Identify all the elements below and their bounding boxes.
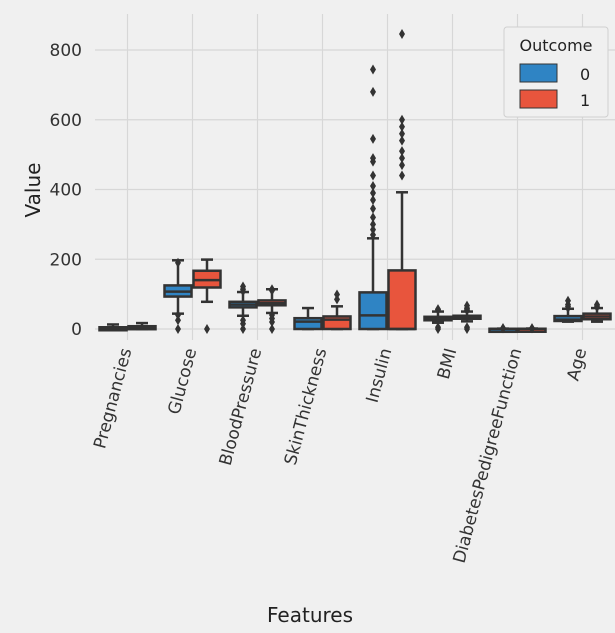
outlier-point <box>175 310 181 321</box>
y-tick-label: 600 <box>50 111 82 131</box>
outlier-point <box>399 135 405 146</box>
legend-title: Outcome <box>519 36 592 55</box>
box-BMI-0 <box>423 304 453 334</box>
outlier-point <box>370 181 376 192</box>
box-BMI-1 <box>452 300 482 334</box>
box-Pregnancies-1 <box>127 321 157 331</box>
legend: Outcome 0 1 <box>503 26 609 118</box>
outlier-point <box>464 322 470 333</box>
outlier-point <box>175 257 181 268</box>
x-axis-title: Features <box>267 603 353 627</box>
outlier-point <box>370 187 376 198</box>
outlier-point <box>370 203 376 214</box>
y-tick-label: 400 <box>50 181 82 201</box>
box-BloodPressure-0 <box>228 281 258 334</box>
outlier-point <box>370 133 376 144</box>
legend-label-1: 1 <box>580 91 590 110</box>
legend-label-0: 0 <box>580 65 590 84</box>
box-Insulin-0 <box>358 64 388 331</box>
outlier-point <box>399 170 405 181</box>
outlier-point <box>370 229 376 240</box>
outlier-point <box>464 300 470 311</box>
box-body <box>322 315 352 331</box>
outlier-point <box>240 315 246 326</box>
outlier-point <box>370 194 376 205</box>
outlier-point <box>399 146 405 157</box>
outlier-point <box>240 281 246 292</box>
box-BloodPressure-1 <box>257 284 287 334</box>
outlier-point <box>399 121 405 132</box>
outlier-point <box>370 170 376 181</box>
box-Insulin-1 <box>387 28 417 331</box>
box-SkinThickness-0 <box>293 306 323 331</box>
outlier-point <box>399 28 405 39</box>
outlier-point <box>370 153 376 164</box>
legend-swatch-1 <box>519 89 558 109</box>
box-SkinThickness-1 <box>322 289 352 331</box>
outlier-point <box>370 64 376 75</box>
outlier-point <box>435 304 441 315</box>
outlier-point <box>204 324 210 334</box>
box-DiabetesPedigreeFunction-0 <box>488 323 518 334</box>
outlier-point <box>370 224 376 235</box>
box-Glucose-0 <box>163 257 193 334</box>
outlier-point <box>269 324 275 334</box>
outlier-point <box>269 284 275 295</box>
outlier-point <box>594 299 600 310</box>
outlier-point <box>399 114 405 125</box>
outlier-point <box>175 324 181 334</box>
y-axis-ticks: 0 200 400 600 800 <box>50 41 82 340</box>
box-Age-0 <box>553 295 583 323</box>
y-axis-title: Value <box>21 163 45 218</box>
outlier-point <box>500 323 506 334</box>
outlier-point <box>399 153 405 164</box>
box-body <box>293 316 323 331</box>
outlier-point <box>269 310 275 321</box>
outlier-point <box>529 323 535 334</box>
outlier-point <box>175 315 181 326</box>
plot-area <box>98 28 612 334</box>
legend-swatch-0 <box>519 63 558 83</box>
box-body <box>387 269 417 331</box>
outlier-point <box>370 219 376 230</box>
box-Glucose-1 <box>192 258 222 334</box>
outlier-point <box>240 324 246 334</box>
y-tick-label: 200 <box>50 250 82 270</box>
box-Age-1 <box>582 299 612 323</box>
outlier-point <box>370 212 376 223</box>
y-tick-label: 0 <box>71 320 82 340</box>
box-body <box>358 291 388 331</box>
outlier-point <box>399 160 405 171</box>
outlier-point <box>334 289 340 300</box>
box-Pregnancies-0 <box>98 323 128 332</box>
outlier-point <box>435 322 441 333</box>
box-DiabetesPedigreeFunction-1 <box>517 323 547 334</box>
outlier-point <box>399 128 405 139</box>
outlier-point <box>370 86 376 97</box>
outlier-point <box>565 295 571 306</box>
y-tick-label: 800 <box>50 41 82 61</box>
